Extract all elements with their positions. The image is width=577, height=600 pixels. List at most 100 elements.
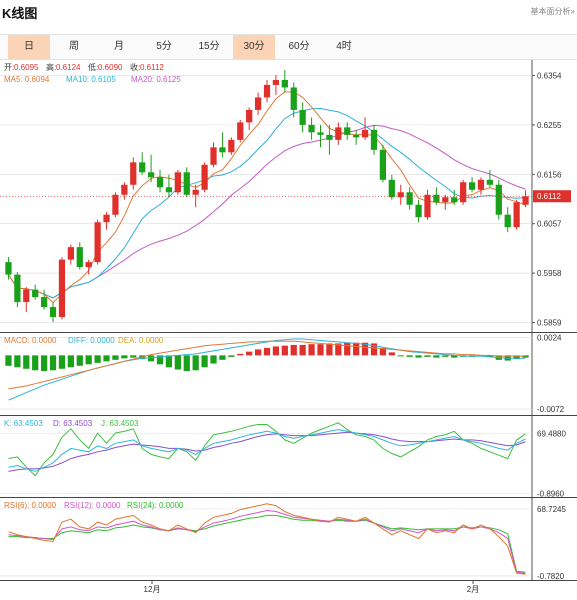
macd-bar [397, 355, 404, 357]
candle-body [67, 247, 74, 260]
candle-body [246, 109, 253, 123]
tab-60min[interactable]: 60分 [288, 41, 310, 52]
fundamental-analysis-link[interactable]: 基本面分析» [530, 7, 575, 16]
tab-day[interactable]: 日 [8, 35, 50, 59]
price-tick-label: 0.6156 [537, 170, 562, 179]
tab-15min[interactable]: 15分 [198, 41, 220, 52]
candle-body [370, 129, 378, 150]
candle-body [58, 259, 66, 318]
candle-body [165, 187, 173, 193]
macd-bar [263, 347, 271, 356]
macd-bar [130, 355, 137, 358]
candle-body [335, 127, 342, 140]
candle-body [49, 307, 57, 318]
tab-5min[interactable]: 5分 [156, 41, 172, 52]
k-legend: K: 63.4503 [4, 419, 43, 428]
ohlc-legend-key: 收: [130, 62, 140, 72]
candle-body [263, 84, 271, 98]
macd-bar [299, 344, 306, 356]
page-title: K线图 [2, 6, 38, 21]
macd-bar [513, 355, 520, 360]
ma20-legend: MA20: 0.6125 [131, 75, 181, 84]
macd-bar [353, 342, 360, 356]
macd-bar [335, 343, 342, 356]
macd-bar [281, 345, 288, 356]
candle-body [495, 184, 502, 215]
candle-body [406, 192, 413, 205]
tab-week[interactable]: 周 [69, 41, 79, 52]
macd-bar [192, 355, 199, 371]
macd-bar [156, 355, 164, 365]
candle-body [388, 179, 395, 198]
macd-bar [67, 355, 74, 368]
macd-bar [442, 355, 449, 357]
macd-bar [32, 355, 39, 371]
candle-body [477, 179, 485, 190]
macd-bar [183, 355, 190, 372]
macd-bar [326, 343, 333, 356]
candle-body [40, 297, 48, 308]
rsi12-legend: RSI(12): 0.0000 [64, 501, 121, 510]
candle-body [121, 184, 128, 195]
candle-body [379, 149, 387, 180]
candle-body [290, 87, 297, 110]
candle-body [326, 134, 333, 140]
macd-bar [5, 355, 12, 366]
candle-body [442, 197, 449, 203]
macd-bar [201, 355, 208, 368]
rsi-tick-label: -0.7820 [537, 572, 565, 581]
macd-bar [121, 355, 128, 359]
macd-bar [23, 355, 30, 369]
macd-bar [246, 351, 253, 356]
macd-bar [58, 355, 66, 369]
candle-body [32, 289, 39, 298]
macd-bar [76, 355, 83, 366]
candle-body [451, 197, 458, 203]
macd-tick-label: 0.0024 [537, 333, 562, 342]
macd-bar [112, 355, 119, 360]
macd-bar [165, 355, 173, 368]
macd-tick-label: -0.0072 [537, 405, 565, 414]
macd-bar [344, 342, 351, 356]
candle-body [210, 147, 217, 165]
rsi6-line [8, 503, 526, 575]
price-tick-label: 0.6354 [537, 71, 562, 80]
dea-line [8, 340, 526, 390]
macd-bar [486, 355, 494, 357]
macd-bar [308, 344, 315, 356]
macd-bar [254, 349, 262, 356]
candle-body [112, 194, 119, 215]
tab-month[interactable]: 月 [114, 41, 124, 52]
ma10-line [8, 107, 526, 299]
candle-body [237, 122, 244, 140]
candle-body [174, 172, 181, 193]
macd-bar [290, 344, 297, 356]
kdj-tick-label: -0.8960 [537, 490, 565, 499]
candle-body [468, 182, 476, 190]
macd-bar [219, 355, 226, 360]
tab-4hour[interactable]: 4时 [336, 41, 352, 52]
candle-body [353, 134, 360, 138]
candle-body [254, 97, 262, 110]
ohlc-legend-value: 0.6112 [140, 63, 164, 72]
macd-bar [406, 355, 413, 357]
current-price-badge [533, 190, 571, 203]
d-legend: D: 63.4503 [53, 419, 93, 428]
candle-body [5, 262, 12, 275]
macd-bar [424, 355, 431, 357]
candle-body [460, 182, 467, 203]
candle-body [103, 214, 110, 223]
candle-body [522, 196, 529, 205]
candle-body [486, 179, 494, 185]
ma5-legend: MA5: 0.6094 [4, 75, 50, 84]
rsi24-line [8, 514, 526, 573]
candle-body [308, 124, 315, 133]
price-tick-label: 0.5958 [537, 269, 562, 278]
tab-30min[interactable]: 30分 [233, 35, 275, 59]
candle-body [130, 162, 137, 185]
candle-body [23, 289, 30, 303]
candle-body [344, 127, 351, 135]
ohlc-legend-key: 开: [4, 63, 14, 72]
candle-body [156, 177, 164, 188]
candle-body [317, 132, 324, 135]
